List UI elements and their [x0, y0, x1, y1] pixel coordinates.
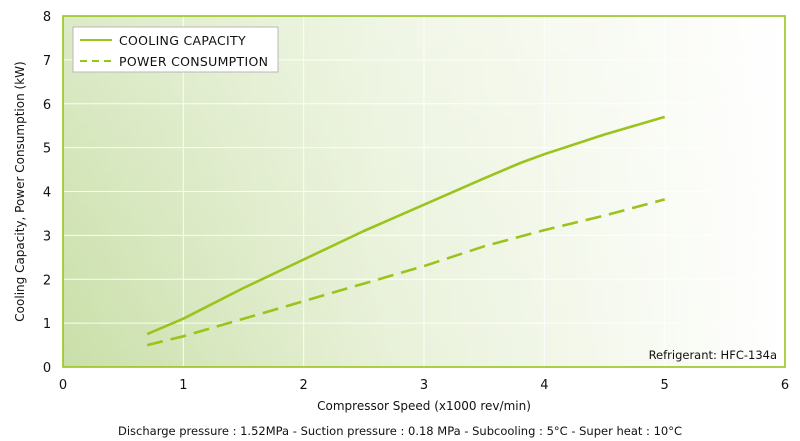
- x-tick-label: 0: [59, 378, 67, 393]
- y-tick-label: 6: [43, 98, 51, 113]
- x-tick-label: 1: [179, 378, 187, 393]
- x-tick-label: 2: [300, 378, 308, 393]
- refrigerant-annotation: Refrigerant: HFC-134a: [649, 348, 777, 362]
- x-tick-label: 4: [540, 378, 548, 393]
- x-tick-label: 6: [781, 378, 789, 393]
- y-tick-label: 8: [43, 10, 51, 25]
- legend-label-power-consumption: POWER CONSUMPTION: [119, 54, 268, 69]
- series-line-cooling-capacity: [146, 115, 666, 336]
- test-conditions-footer: Discharge pressure : 1.52MPa - Suction p…: [118, 424, 682, 438]
- y-axis-title: Cooling Capacity, Power Consumption (kW): [13, 61, 27, 321]
- y-tick-label: 3: [43, 229, 51, 244]
- y-tick-label: 0: [43, 361, 51, 376]
- plot-frame: [62, 15, 786, 368]
- tick-labels: 0 1 2 3 4 5 6 0 1 2 3 4 5 6 7 8: [43, 10, 789, 393]
- y-tick-label: 4: [43, 186, 51, 201]
- legend-label-cooling-capacity: COOLING CAPACITY: [119, 33, 246, 48]
- legend-box: [72, 26, 279, 73]
- y-tick-label: 2: [43, 273, 51, 288]
- x-tick-label: 5: [661, 378, 669, 393]
- y-tick-label: 5: [43, 142, 51, 157]
- legend: COOLING CAPACITY POWER CONSUMPTION: [72, 26, 279, 73]
- x-axis-title: Compressor Speed (x1000 rev/min): [317, 399, 531, 413]
- series-layer: [146, 115, 666, 347]
- series-line-power-consumption: [146, 198, 666, 347]
- y-tick-label: 1: [43, 317, 51, 332]
- y-tick-label: 7: [43, 54, 51, 69]
- grid: [63, 16, 785, 367]
- x-tick-label: 3: [420, 378, 428, 393]
